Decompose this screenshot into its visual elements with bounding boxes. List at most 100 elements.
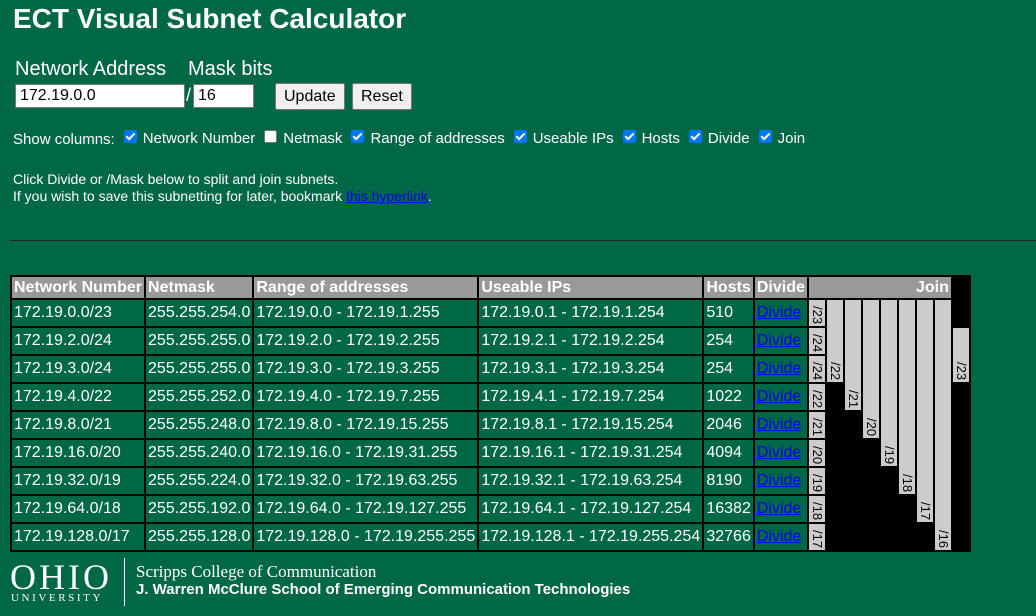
divide-link[interactable]: Divide	[756, 528, 802, 545]
divide-link[interactable]: Divide	[756, 444, 802, 461]
mask-bits-label: Mask bits	[188, 58, 273, 80]
useable-ips-cell: 172.19.64.1 - 172.19.127.254	[479, 496, 703, 522]
join-mask-label: /20	[809, 446, 825, 465]
divide-link[interactable]: Divide	[756, 416, 802, 433]
range-cell: 172.19.0.0 - 172.19.1.255	[254, 300, 478, 326]
header-useable-ips: Useable IPs	[479, 277, 703, 298]
mask-bits-input[interactable]	[193, 84, 254, 108]
join-cell[interactable]: /21	[808, 412, 825, 438]
column-toggle-label: Divide	[707, 130, 750, 147]
useable-ips-cell: 172.19.4.1 - 172.19.7.254	[479, 384, 703, 410]
hosts-cell: 8190	[704, 468, 753, 494]
join-cell[interactable]: /17	[808, 524, 825, 550]
column-toggle-label: Hosts	[641, 130, 680, 147]
netmask-cell: 255.255.254.0	[146, 300, 253, 326]
join-cell[interactable]: /20	[862, 300, 879, 438]
network-address-input[interactable]	[15, 84, 185, 108]
join-mask-label: /18	[899, 474, 915, 493]
divide-link[interactable]: Divide	[756, 388, 802, 405]
instructions-line-2: If you wish to save this subnetting for …	[13, 188, 432, 205]
useable-ips-cell: 172.19.8.1 - 172.19.15.254	[479, 412, 703, 438]
column-toggle-label: Join	[777, 130, 806, 147]
column-checkbox[interactable]	[123, 130, 137, 143]
network-number-cell: 172.19.16.0/20	[12, 440, 145, 466]
join-cell[interactable]: /21	[844, 300, 861, 410]
hosts-cell: 254	[704, 356, 753, 382]
column-toggle[interactable]: Join	[758, 130, 806, 147]
join-mask-label: /24	[809, 334, 825, 353]
network-number-cell: 172.19.2.0/24	[12, 328, 145, 354]
show-columns-bar: Show columns: Network Number Netmask Range…	[13, 130, 814, 149]
column-toggle[interactable]: Hosts	[622, 130, 680, 147]
netmask-cell: 255.255.255.0	[146, 356, 253, 382]
useable-ips-cell: 172.19.2.1 - 172.19.2.254	[479, 328, 703, 354]
divide-link[interactable]: Divide	[756, 472, 802, 489]
join-cell[interactable]: /20	[808, 440, 825, 466]
column-toggle[interactable]: Useable IPs	[513, 130, 614, 147]
network-address-label: Network Address	[15, 58, 167, 80]
column-toggle[interactable]: Divide	[688, 130, 750, 147]
show-columns-label: Show columns:	[13, 131, 115, 148]
join-cell[interactable]: /17	[916, 300, 933, 522]
divide-cell: Divide	[754, 412, 807, 438]
table-row: 172.19.32.0/19 255.255.224.0 172.19.32.0 -…	[12, 468, 969, 494]
divide-cell: Divide	[754, 468, 807, 494]
join-cell[interactable]: /23	[952, 328, 969, 382]
college-name: Scripps College of Communication	[136, 562, 377, 581]
join-mask-label: /17	[809, 530, 825, 549]
join-cell[interactable]: /24	[808, 328, 825, 354]
range-cell: 172.19.2.0 - 172.19.2.255	[254, 328, 478, 354]
update-button[interactable]: Update	[275, 83, 345, 110]
column-toggle[interactable]: Netmask	[264, 130, 342, 147]
column-checkbox[interactable]	[351, 130, 365, 143]
column-checkbox[interactable]	[622, 130, 636, 143]
divide-cell: Divide	[754, 384, 807, 410]
join-cell[interactable]: /19	[880, 300, 897, 466]
range-cell: 172.19.4.0 - 172.19.7.255	[254, 384, 478, 410]
hosts-cell: 16382	[704, 496, 753, 522]
join-cell[interactable]: /22	[808, 384, 825, 410]
join-cell[interactable]: /16	[934, 300, 951, 550]
range-cell: 172.19.32.0 - 172.19.63.255	[254, 468, 478, 494]
network-number-cell: 172.19.64.0/18	[12, 496, 145, 522]
instructions-suffix: .	[427, 188, 432, 204]
hosts-cell: 510	[704, 300, 753, 326]
column-toggle[interactable]: Network Number	[123, 130, 255, 147]
useable-ips-cell: 172.19.0.1 - 172.19.1.254	[479, 300, 703, 326]
join-cell[interactable]: /18	[898, 300, 915, 494]
bookmark-link[interactable]: this hyperlink	[346, 188, 428, 204]
netmask-cell: 255.255.252.0	[146, 384, 253, 410]
column-toggle-label: Range of addresses	[370, 130, 505, 147]
divide-link[interactable]: Divide	[756, 304, 802, 321]
table-row: 172.19.128.0/17 255.255.128.0 172.19.128.0…	[12, 524, 969, 550]
netmask-cell: 255.255.240.0	[146, 440, 253, 466]
useable-ips-cell: 172.19.3.1 - 172.19.3.254	[479, 356, 703, 382]
divide-link[interactable]: Divide	[756, 332, 802, 349]
divide-cell: Divide	[754, 300, 807, 326]
column-toggle[interactable]: Range of addresses	[351, 130, 505, 147]
netmask-cell: 255.255.224.0	[146, 468, 253, 494]
join-cell[interactable]: /18	[808, 496, 825, 522]
instructions: Click Divide or /Mask below to split and…	[13, 171, 432, 205]
join-cell[interactable]: /22	[826, 300, 843, 382]
table-row: 172.19.4.0/22 255.255.252.0 172.19.4.0 - 1…	[12, 384, 969, 410]
netmask-cell: 255.255.128.0	[146, 524, 253, 550]
join-cell[interactable]: /24	[808, 356, 825, 382]
divide-link[interactable]: Divide	[756, 360, 802, 377]
join-cell[interactable]: /23	[808, 300, 825, 326]
column-checkbox[interactable]	[758, 130, 772, 143]
join-mask-label: /19	[881, 446, 897, 465]
column-checkbox[interactable]	[688, 130, 702, 143]
range-cell: 172.19.64.0 - 172.19.127.255	[254, 496, 478, 522]
column-checkbox[interactable]	[264, 130, 278, 143]
join-mask-label: /21	[845, 390, 861, 409]
divide-link[interactable]: Divide	[756, 500, 802, 517]
column-checkbox[interactable]	[513, 130, 527, 143]
join-mask-label: /16	[935, 530, 951, 549]
university-wordmark: UNIVERSITY	[11, 592, 103, 604]
join-cell[interactable]: /19	[808, 468, 825, 494]
table-row: 172.19.64.0/18 255.255.192.0 172.19.64.0 -…	[12, 496, 969, 522]
reset-button[interactable]: Reset	[352, 83, 412, 110]
join-mask-label: /24	[809, 362, 825, 381]
table-header-row: Network Number Netmask Range of addresse…	[12, 277, 969, 298]
